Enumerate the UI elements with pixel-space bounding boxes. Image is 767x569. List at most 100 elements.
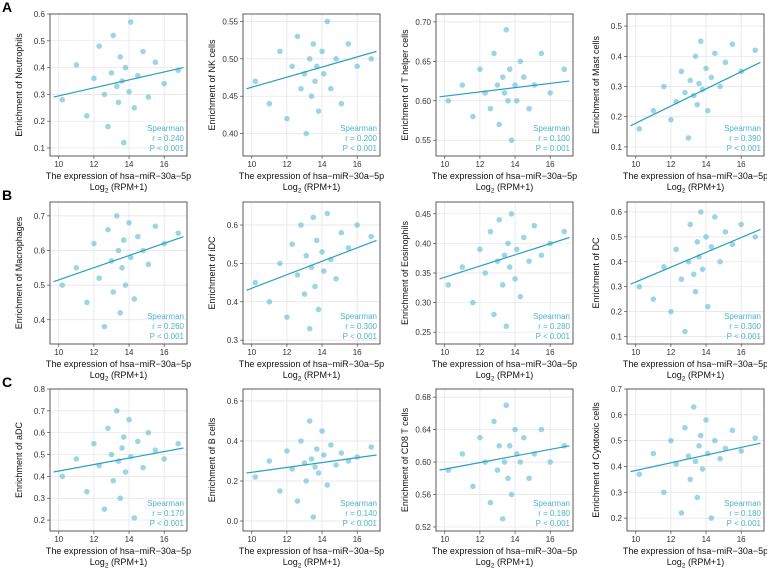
- point: [752, 47, 759, 54]
- stat-p: P < 0.001: [150, 332, 185, 341]
- point: [117, 495, 124, 502]
- point: [699, 466, 706, 472]
- point: [661, 83, 667, 90]
- y-tick-label: 0.3: [34, 90, 46, 99]
- y-tick-label: 0.6: [227, 397, 239, 406]
- y-tick-label: 0.5: [34, 281, 46, 290]
- y-axis-label: Enrichment of Eosinophils: [400, 220, 410, 325]
- x-tick-label: 10: [440, 348, 449, 357]
- plot-border: [626, 201, 765, 345]
- unit-base: Log: [283, 182, 298, 192]
- x-axis-unit: Log2 (RPM+1): [90, 182, 147, 195]
- point: [101, 91, 108, 98]
- y-tick-label: 0.3: [34, 494, 46, 503]
- stat-p: P < 0.001: [150, 144, 185, 153]
- point: [277, 48, 283, 55]
- point: [127, 254, 134, 261]
- x-axis-label: The expression of hsa−miR−30a−5p: [623, 171, 767, 181]
- y-tick-label: 0.0: [227, 517, 239, 526]
- unit-base: Log: [90, 557, 105, 567]
- point: [712, 214, 718, 220]
- unit-base: Log: [667, 557, 682, 567]
- point: [354, 222, 360, 228]
- point: [496, 216, 503, 223]
- point: [636, 283, 643, 290]
- point: [294, 33, 301, 40]
- x-tick-label: 10: [54, 535, 63, 544]
- x-tick-label: 12: [282, 535, 291, 544]
- point: [84, 113, 90, 119]
- x-tick-label: 12: [89, 348, 98, 357]
- point: [277, 488, 283, 494]
- stat-method: Spearman: [724, 499, 761, 508]
- y-tick-label: 0.25: [415, 328, 431, 337]
- point: [729, 41, 736, 48]
- point: [752, 435, 759, 441]
- unit-base: Log: [283, 557, 298, 567]
- fit-line: [53, 236, 184, 283]
- unit-subscript: 2: [491, 376, 495, 383]
- point: [697, 432, 704, 439]
- point: [738, 221, 744, 228]
- stat-method: Spearman: [340, 124, 377, 133]
- plot-border: [435, 13, 574, 157]
- point: [152, 59, 159, 66]
- unit-base: Log: [476, 182, 491, 192]
- point: [636, 471, 643, 478]
- point: [717, 258, 723, 265]
- y-axis-label: Enrichment of Mast cells: [591, 35, 601, 134]
- point: [717, 83, 723, 90]
- x-tick-label: 14: [125, 348, 134, 357]
- point: [152, 223, 159, 230]
- point: [538, 50, 545, 57]
- y-tick-label: 0.7: [34, 212, 46, 221]
- plot-border: [49, 13, 188, 157]
- point: [120, 434, 127, 440]
- point: [119, 265, 125, 271]
- point: [284, 115, 290, 122]
- y-tick-label: 0.50: [222, 55, 238, 64]
- point: [152, 447, 159, 453]
- point: [303, 130, 310, 137]
- point: [345, 41, 352, 47]
- stat-method: Spearman: [147, 312, 184, 321]
- x-axis-unit: Log2 (RPM+1): [476, 182, 533, 195]
- stat-r: r = 0.390: [729, 134, 761, 143]
- point: [477, 246, 483, 253]
- x-tick-label: 16: [160, 535, 169, 544]
- x-tick-label: 16: [737, 348, 746, 357]
- point: [131, 515, 138, 521]
- y-tick-label: 0.6: [227, 221, 239, 230]
- point: [459, 82, 466, 88]
- stat-method: Spearman: [533, 499, 570, 508]
- point: [135, 438, 141, 445]
- unit-rest: (RPM+1): [301, 370, 340, 380]
- y-axis-label: Enrichment of T helper cells: [400, 29, 410, 141]
- point: [491, 311, 497, 318]
- point: [122, 64, 129, 71]
- y-axis-label: Enrichment of aDC: [14, 421, 24, 498]
- y-tick-label: 0.6: [611, 411, 623, 420]
- plot-border: [49, 388, 188, 532]
- point: [678, 68, 685, 75]
- point: [636, 126, 643, 132]
- x-tick-label: 14: [318, 348, 327, 357]
- point: [668, 116, 674, 123]
- y-tick-label: 0.2: [34, 117, 46, 126]
- point: [505, 97, 511, 104]
- point: [538, 426, 545, 433]
- x-axis-label: The expression of hsa−miR−30a−5p: [623, 359, 767, 369]
- point: [284, 448, 290, 454]
- x-tick-label: 16: [160, 160, 169, 169]
- point: [506, 66, 513, 73]
- x-tick-label: 12: [282, 160, 291, 169]
- point: [526, 475, 532, 482]
- point: [501, 459, 508, 465]
- point: [117, 54, 124, 60]
- fit-line: [439, 80, 570, 98]
- stat-method: Spearman: [533, 312, 570, 321]
- point: [722, 445, 729, 452]
- point: [496, 443, 503, 449]
